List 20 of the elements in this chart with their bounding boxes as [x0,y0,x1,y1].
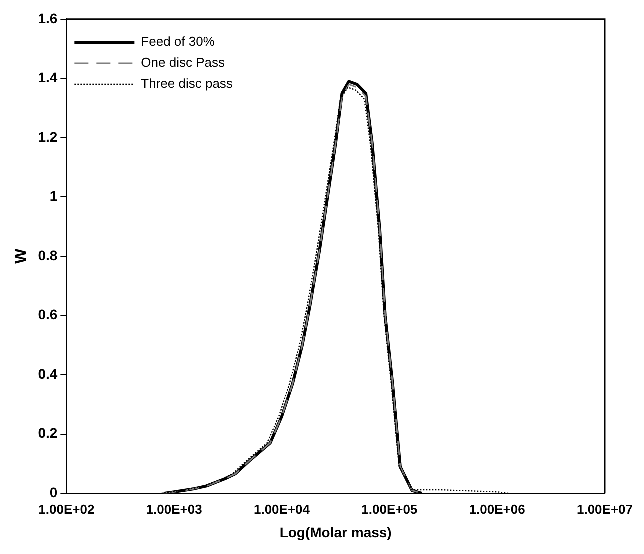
legend-label: Feed of 30% [141,34,216,50]
y-tick-label: 0.4 [38,366,58,382]
legend-label: Three disc pass [141,76,234,92]
y-tick-label: 0.6 [38,306,58,323]
x-tick-label: 1.00E+04 [254,502,311,517]
x-tick-label: 1.00E+05 [362,502,418,517]
y-tick-label: 0.8 [38,247,58,264]
legend-label: One disc Pass [141,55,226,70]
y-tick-label: 0 [50,484,58,500]
x-tick-label: 1.00E+02 [38,502,95,517]
x-tick-label: 1.00E+03 [146,502,202,517]
y-tick-label: 1.4 [38,70,58,86]
y-axis-title: W [13,248,30,264]
y-tick-label: 0.2 [38,425,58,442]
y-tick-label: 1.2 [38,128,58,145]
y-tick-label: 1.6 [38,10,58,26]
x-tick-label: 1.00E+07 [576,502,634,517]
x-axis-title: Log(Molar mass) [280,524,392,540]
x-tick-label: 1.00E+06 [469,502,526,517]
y-tick-label: 1 [50,188,58,204]
